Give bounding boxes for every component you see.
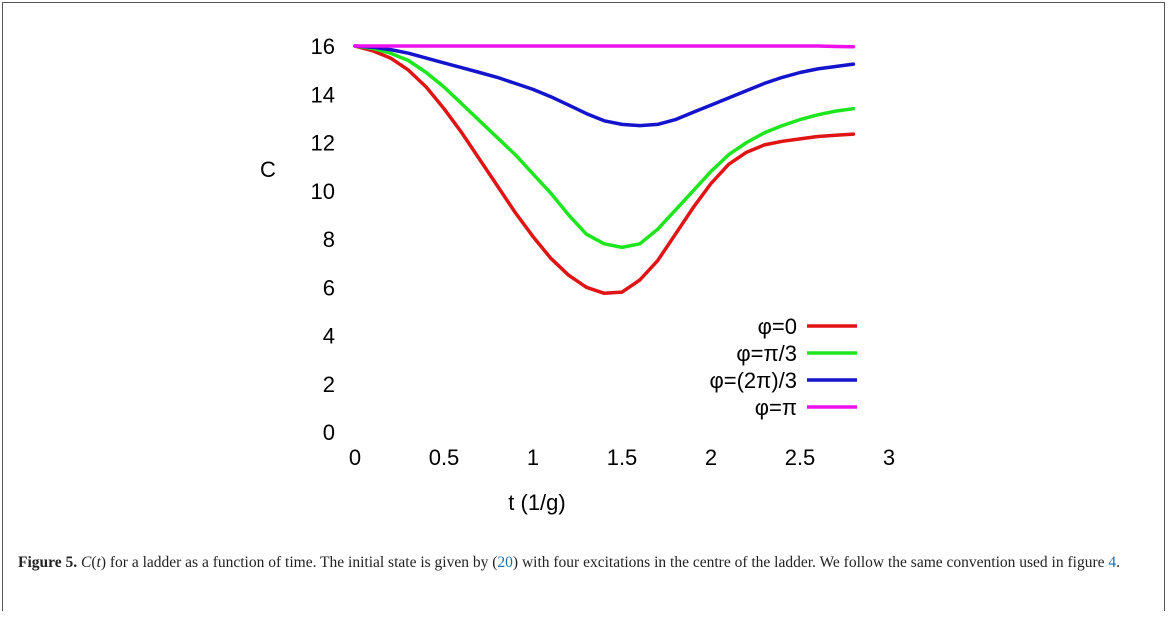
figure-ref-link[interactable]: 4	[1108, 554, 1117, 571]
x-tick-label: 2	[705, 445, 717, 470]
caption-text: ) for a ladder as a function of time. Th…	[100, 554, 498, 571]
x-tick-label: 0	[349, 445, 361, 470]
y-tick-label: 4	[323, 324, 335, 349]
caption-text: .	[1116, 554, 1121, 571]
series-layer	[353, 44, 856, 296]
legend-label: φ=π/3	[736, 341, 797, 366]
y-axis-label: C	[260, 157, 276, 182]
series-line-3	[353, 44, 856, 128]
axes: 0 2 4 6 8 10 12 14 16 0 0.5 1 1.5 2 2.5 3	[311, 34, 896, 470]
legend-label: φ=0	[758, 314, 797, 339]
y-tick-label: 16	[311, 34, 335, 59]
x-tick-label: 1.5	[607, 445, 638, 470]
legend: φ=0φ=π/3φ=(2π)/3φ=π	[709, 314, 857, 420]
caption-text: ) with four excitations in the centre of…	[512, 554, 1109, 571]
y-tick-label: 2	[323, 372, 335, 397]
line-chart: 0 2 4 6 8 10 12 14 16 0 0.5 1 1.5 2 2.5 3 φ=0φ=π/3φ=(2π…	[260, 34, 896, 515]
x-tick-label: 1	[527, 445, 539, 470]
y-tick-label: 0	[323, 420, 335, 445]
y-tick-label: 10	[311, 179, 335, 204]
figure-caption: Figure 5. C(t) for a ladder as a functio…	[18, 552, 1148, 573]
series-line-2	[353, 44, 856, 250]
x-axis-label: t (1/g)	[508, 490, 565, 515]
equation-ref-link[interactable]: 20	[497, 554, 513, 571]
x-tick-label: 3	[883, 445, 895, 470]
caption-label: Figure 5.	[18, 554, 78, 571]
x-tick-label: 0.5	[429, 445, 460, 470]
x-tick-label: 2.5	[785, 445, 816, 470]
y-tick-label: 8	[323, 227, 335, 252]
caption-italic-t: t	[96, 554, 101, 571]
caption-italic-c: C	[81, 554, 92, 571]
y-tick-label: 14	[311, 82, 335, 107]
series-line-1	[353, 44, 856, 296]
y-tick-label: 6	[323, 275, 335, 300]
caption-text: (	[91, 554, 97, 571]
y-tick-label: 12	[311, 131, 335, 156]
legend-label: φ=π	[755, 395, 797, 420]
legend-label: φ=(2π)/3	[709, 368, 797, 393]
series-line-4	[353, 44, 856, 49]
